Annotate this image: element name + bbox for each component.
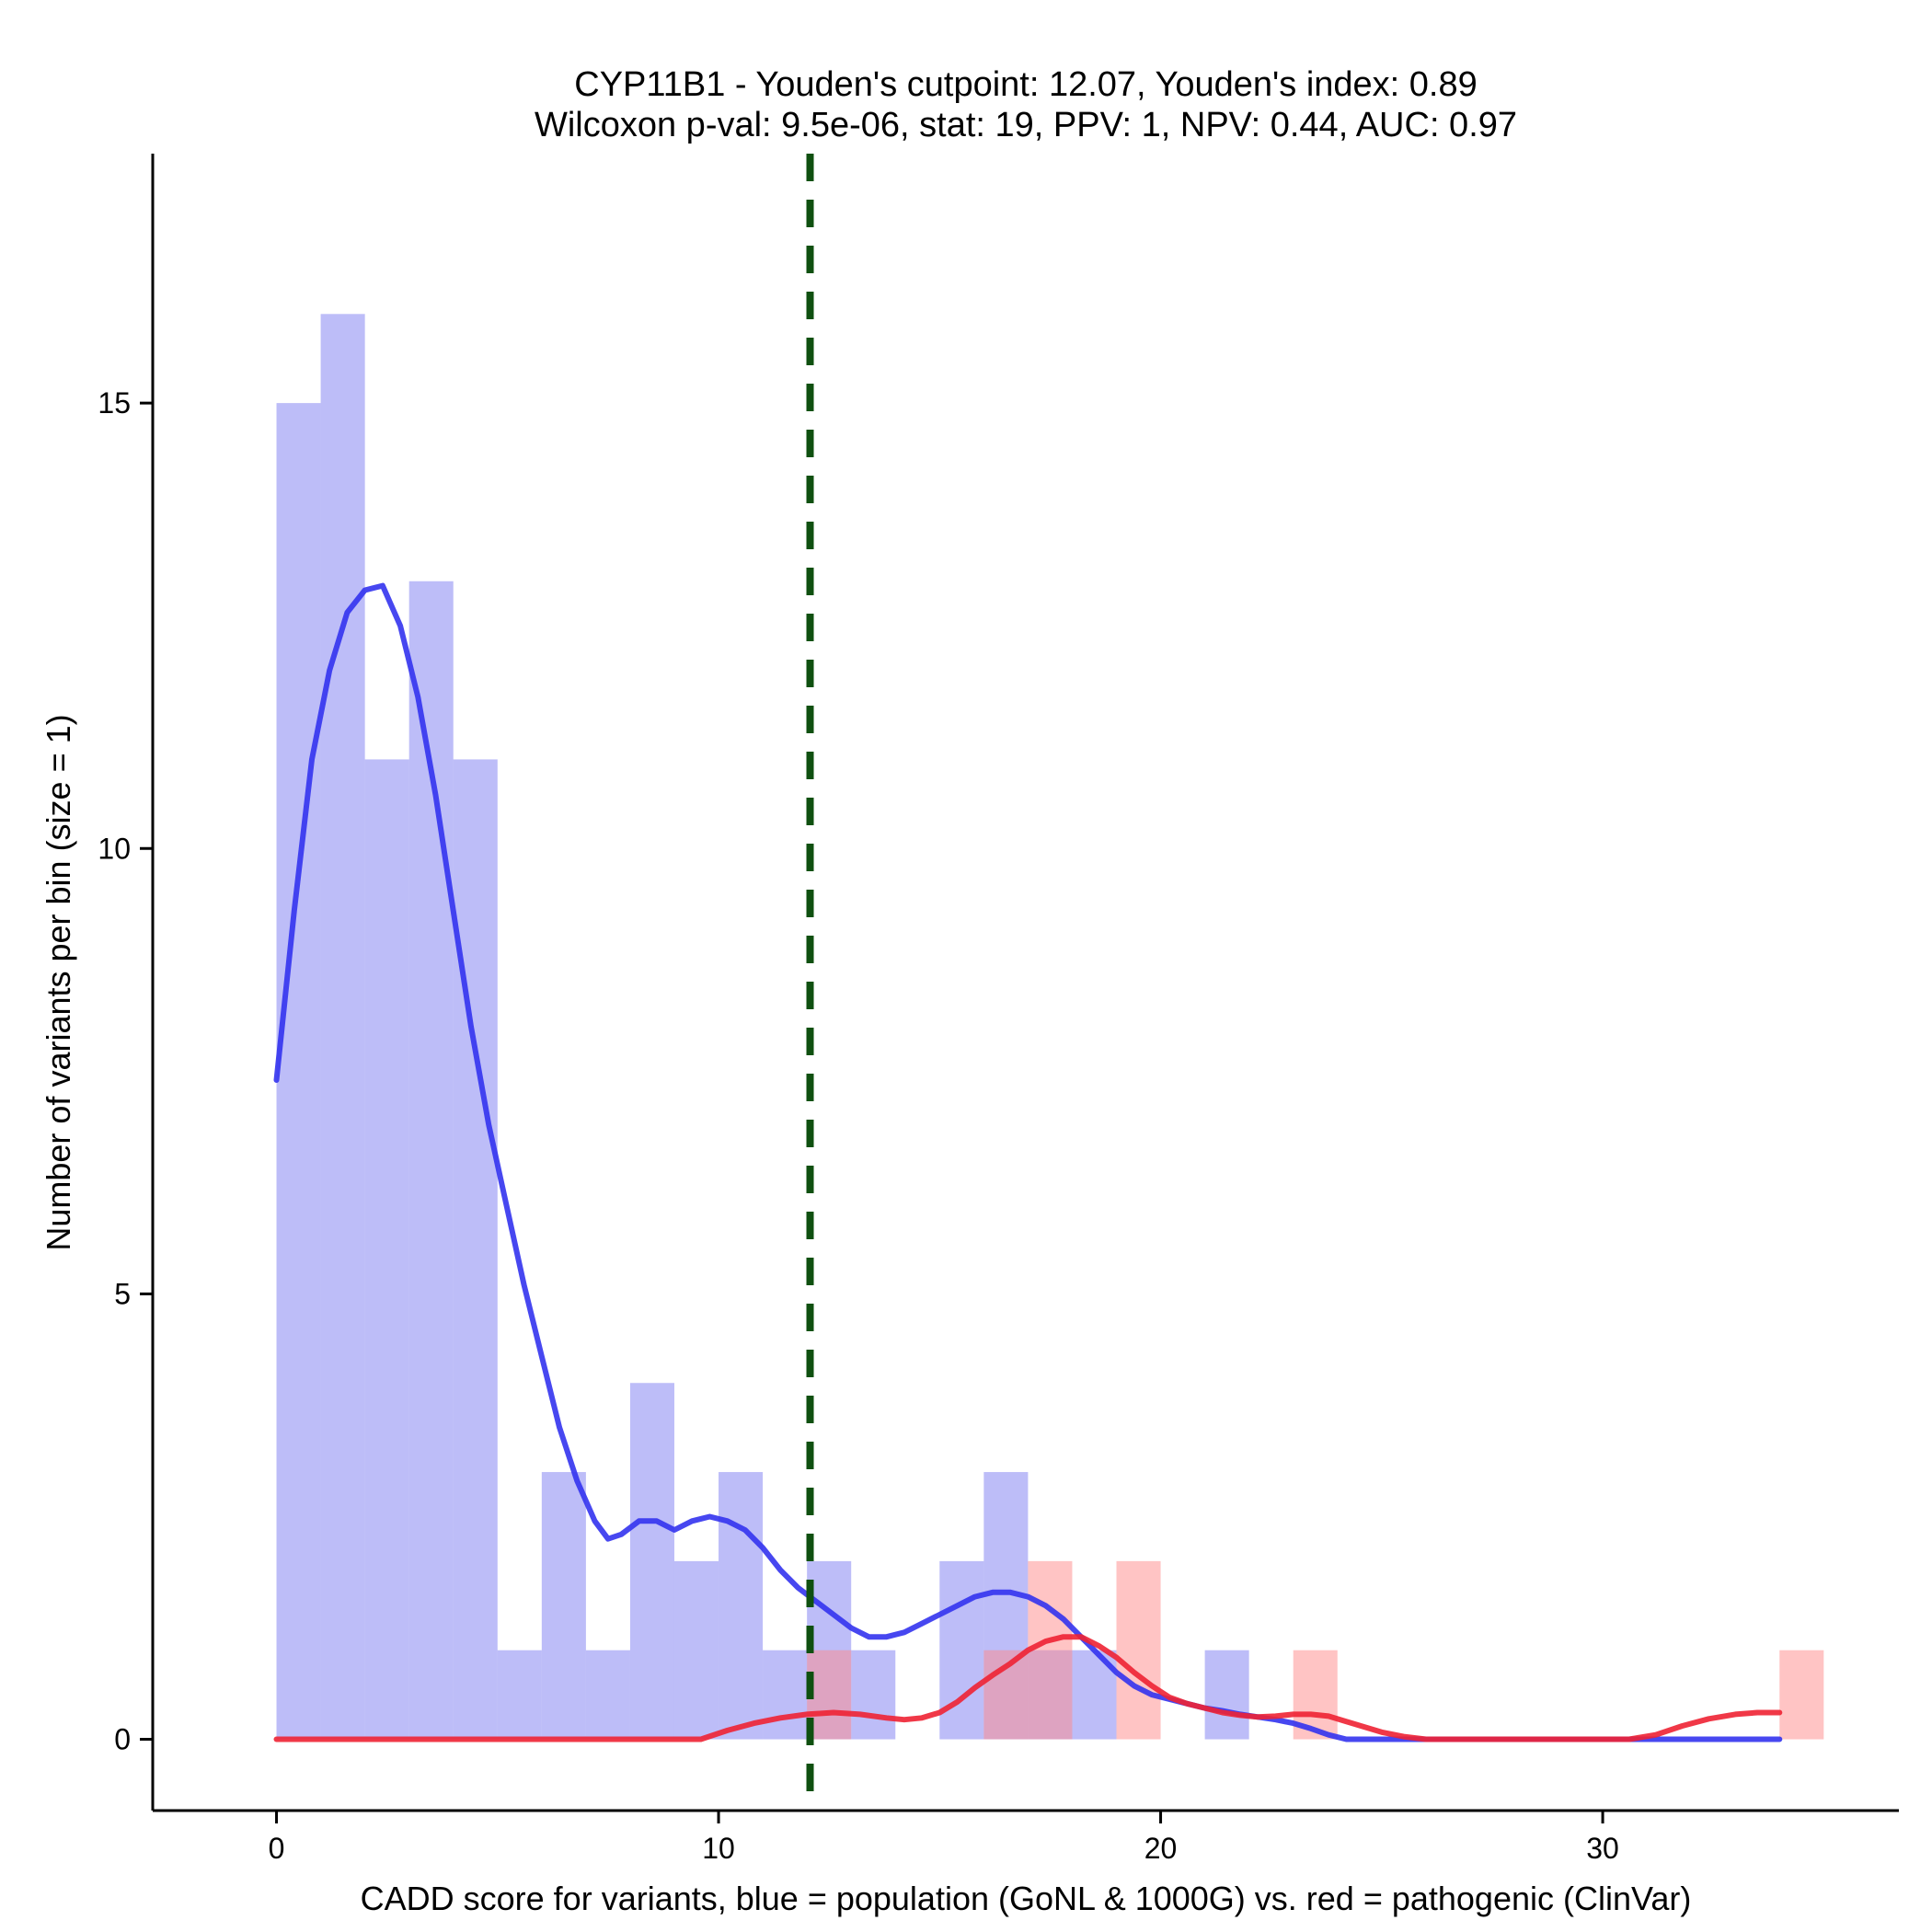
population-bar [453, 759, 498, 1740]
population-bar [629, 1383, 674, 1740]
x-tick-label: 20 [1144, 1832, 1178, 1865]
population-bar [276, 403, 321, 1740]
y-tick-label: 5 [114, 1277, 131, 1310]
x-axis-ticks: 0 10 20 30 [269, 1811, 1619, 1865]
x-tick-label: 0 [269, 1832, 285, 1865]
y-axis-ticks: 0 5 10 15 [98, 386, 153, 1756]
pathogenic-bar [1116, 1560, 1161, 1740]
population-bar [719, 1472, 764, 1740]
pathogenic-density-line [273, 1634, 1783, 1742]
population-bar [763, 1650, 808, 1740]
population-bar [541, 1472, 586, 1740]
y-tick-label: 0 [114, 1723, 131, 1756]
population-bar [939, 1560, 984, 1740]
y-tick-label: 10 [98, 832, 131, 865]
pathogenic-bar [1779, 1650, 1824, 1740]
x-axis-label: CADD score for variants, blue = populati… [361, 1880, 1692, 1917]
population-bar [364, 759, 409, 1740]
chart-title-line-1: CYP11B1 - Youden's cutpoint: 12.07, Youd… [574, 65, 1477, 104]
pathogenic-bar [1028, 1560, 1073, 1740]
population-bar [585, 1650, 630, 1740]
pathogenic-bar [807, 1650, 852, 1740]
population-bar [851, 1650, 896, 1740]
x-tick-label: 30 [1586, 1832, 1619, 1865]
x-tick-label: 10 [702, 1832, 735, 1865]
population-bar [320, 314, 365, 1740]
population-bar [1204, 1650, 1249, 1740]
chart-title-line-2: Wilcoxon p-val: 9.5e-06, stat: 19, PPV: … [535, 106, 1517, 144]
population-bar [497, 1650, 542, 1740]
population-bar [673, 1560, 719, 1740]
pathogenic-histogram [807, 1560, 1824, 1740]
y-axis-label: Number of variants per bin (size = 1) [40, 714, 77, 1250]
y-tick-label: 15 [98, 386, 131, 420]
population-histogram [276, 314, 1249, 1740]
population-bar [408, 581, 454, 1740]
